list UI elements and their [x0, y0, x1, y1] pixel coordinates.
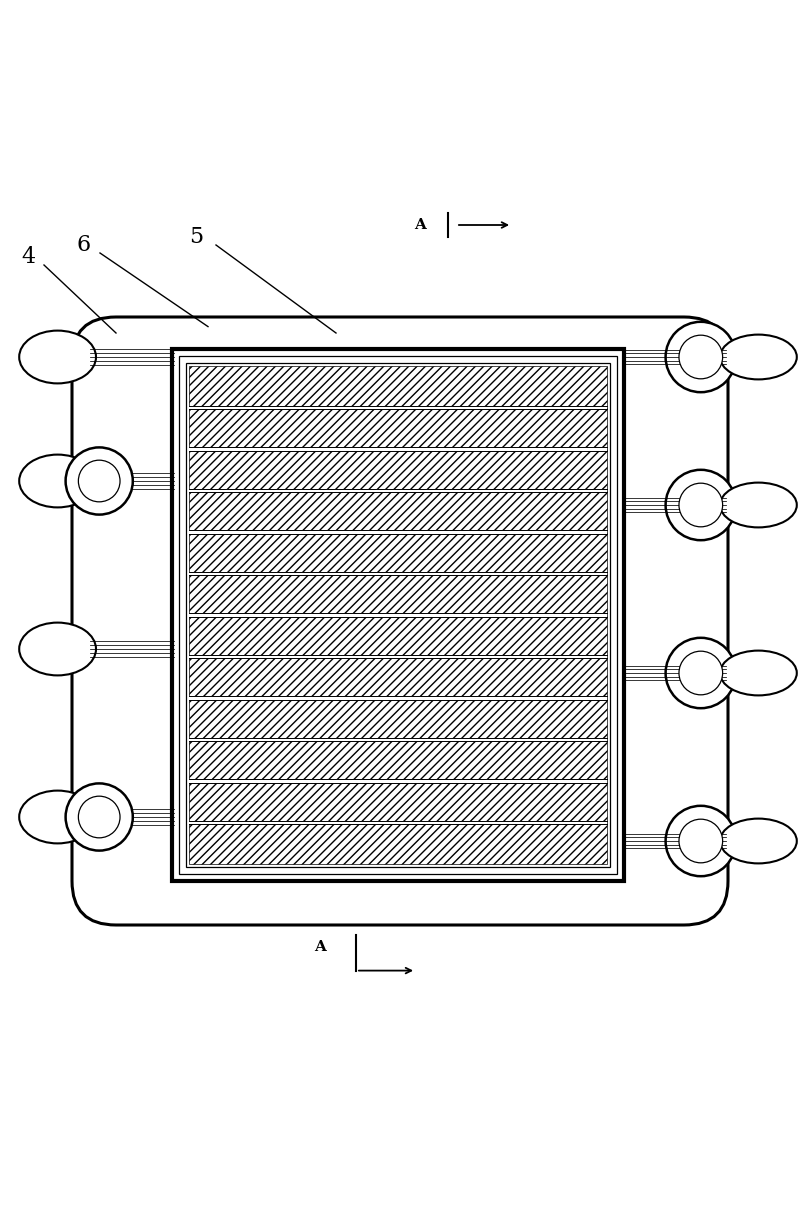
Circle shape: [66, 448, 133, 514]
Bar: [189, 405, 607, 409]
Circle shape: [666, 638, 736, 708]
Ellipse shape: [720, 651, 797, 696]
Bar: [189, 738, 607, 742]
Bar: [189, 489, 607, 492]
Circle shape: [679, 819, 722, 863]
FancyBboxPatch shape: [72, 317, 728, 924]
Bar: [189, 530, 607, 534]
Text: 5: 5: [189, 226, 203, 248]
Ellipse shape: [19, 623, 96, 675]
Bar: [189, 655, 607, 658]
Circle shape: [666, 469, 736, 540]
Ellipse shape: [720, 819, 797, 864]
Ellipse shape: [720, 335, 797, 380]
Circle shape: [666, 322, 736, 392]
Circle shape: [679, 483, 722, 526]
Circle shape: [66, 783, 133, 851]
Bar: [172, 348, 624, 881]
Text: A: A: [314, 940, 326, 953]
Circle shape: [679, 651, 722, 695]
Bar: [179, 356, 617, 874]
Circle shape: [78, 460, 120, 502]
Bar: [189, 820, 607, 824]
Bar: [189, 571, 607, 575]
Text: 4: 4: [21, 246, 35, 267]
Bar: [189, 446, 607, 450]
Text: A: A: [414, 218, 426, 232]
Bar: [189, 365, 607, 864]
Circle shape: [666, 806, 736, 876]
Bar: [189, 779, 607, 783]
Circle shape: [78, 796, 120, 837]
Bar: [186, 363, 610, 866]
Ellipse shape: [19, 455, 96, 507]
Ellipse shape: [720, 483, 797, 528]
Text: 6: 6: [77, 234, 91, 257]
Circle shape: [679, 335, 722, 379]
Ellipse shape: [19, 330, 96, 384]
Ellipse shape: [19, 790, 96, 843]
Bar: [189, 696, 607, 699]
Bar: [189, 613, 607, 617]
